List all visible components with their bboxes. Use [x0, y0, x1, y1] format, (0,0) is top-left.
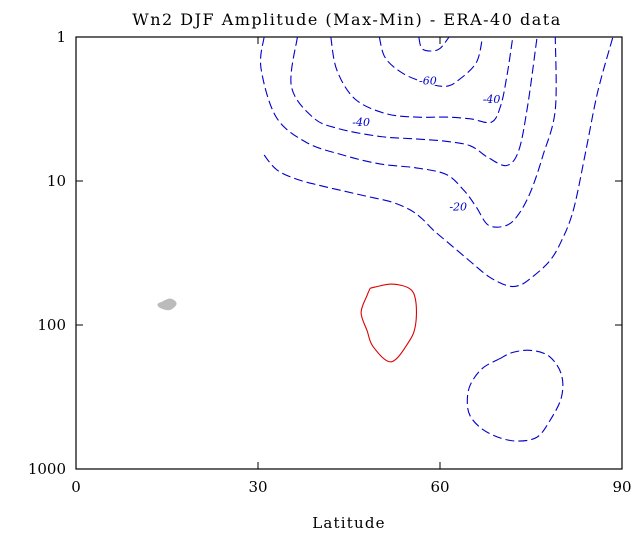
contour-line-neg20-0	[263, 37, 614, 288]
y-tick-label: 1000	[28, 460, 66, 478]
contour-label: -40	[352, 116, 370, 129]
contour-label: -40	[483, 93, 501, 106]
x-tick-label: 0	[71, 478, 81, 496]
contour-label: -20	[449, 200, 467, 213]
plot-frame	[75, 36, 623, 470]
contour-line-neg60-5	[378, 37, 484, 87]
contour-line-pos20-7	[360, 283, 417, 363]
contour-line-neg20-1	[466, 349, 564, 442]
contour-line-neg40-2	[259, 37, 557, 228]
contour-line-neg40-3	[290, 37, 538, 167]
y-tick-label: 1	[56, 28, 66, 46]
x-tick-label: 90	[612, 478, 631, 496]
contour-line-neg60-6	[418, 37, 450, 52]
x-axis-label: Latitude	[312, 514, 386, 532]
x-tick-label: 60	[430, 478, 449, 496]
y-tick-label: 10	[47, 172, 66, 190]
shaded-region	[157, 298, 177, 311]
chart-title: Wn2 DJF Amplitude (Max-Min) - ERA-40 dat…	[132, 10, 562, 29]
y-tick-label: 100	[37, 316, 66, 334]
axis-ticks: 0 30 60 90 1 10 100 1000	[28, 28, 632, 496]
contour-line-neg60-4	[330, 37, 514, 124]
x-tick-label: 30	[248, 478, 267, 496]
contour-label: -60	[419, 74, 437, 87]
